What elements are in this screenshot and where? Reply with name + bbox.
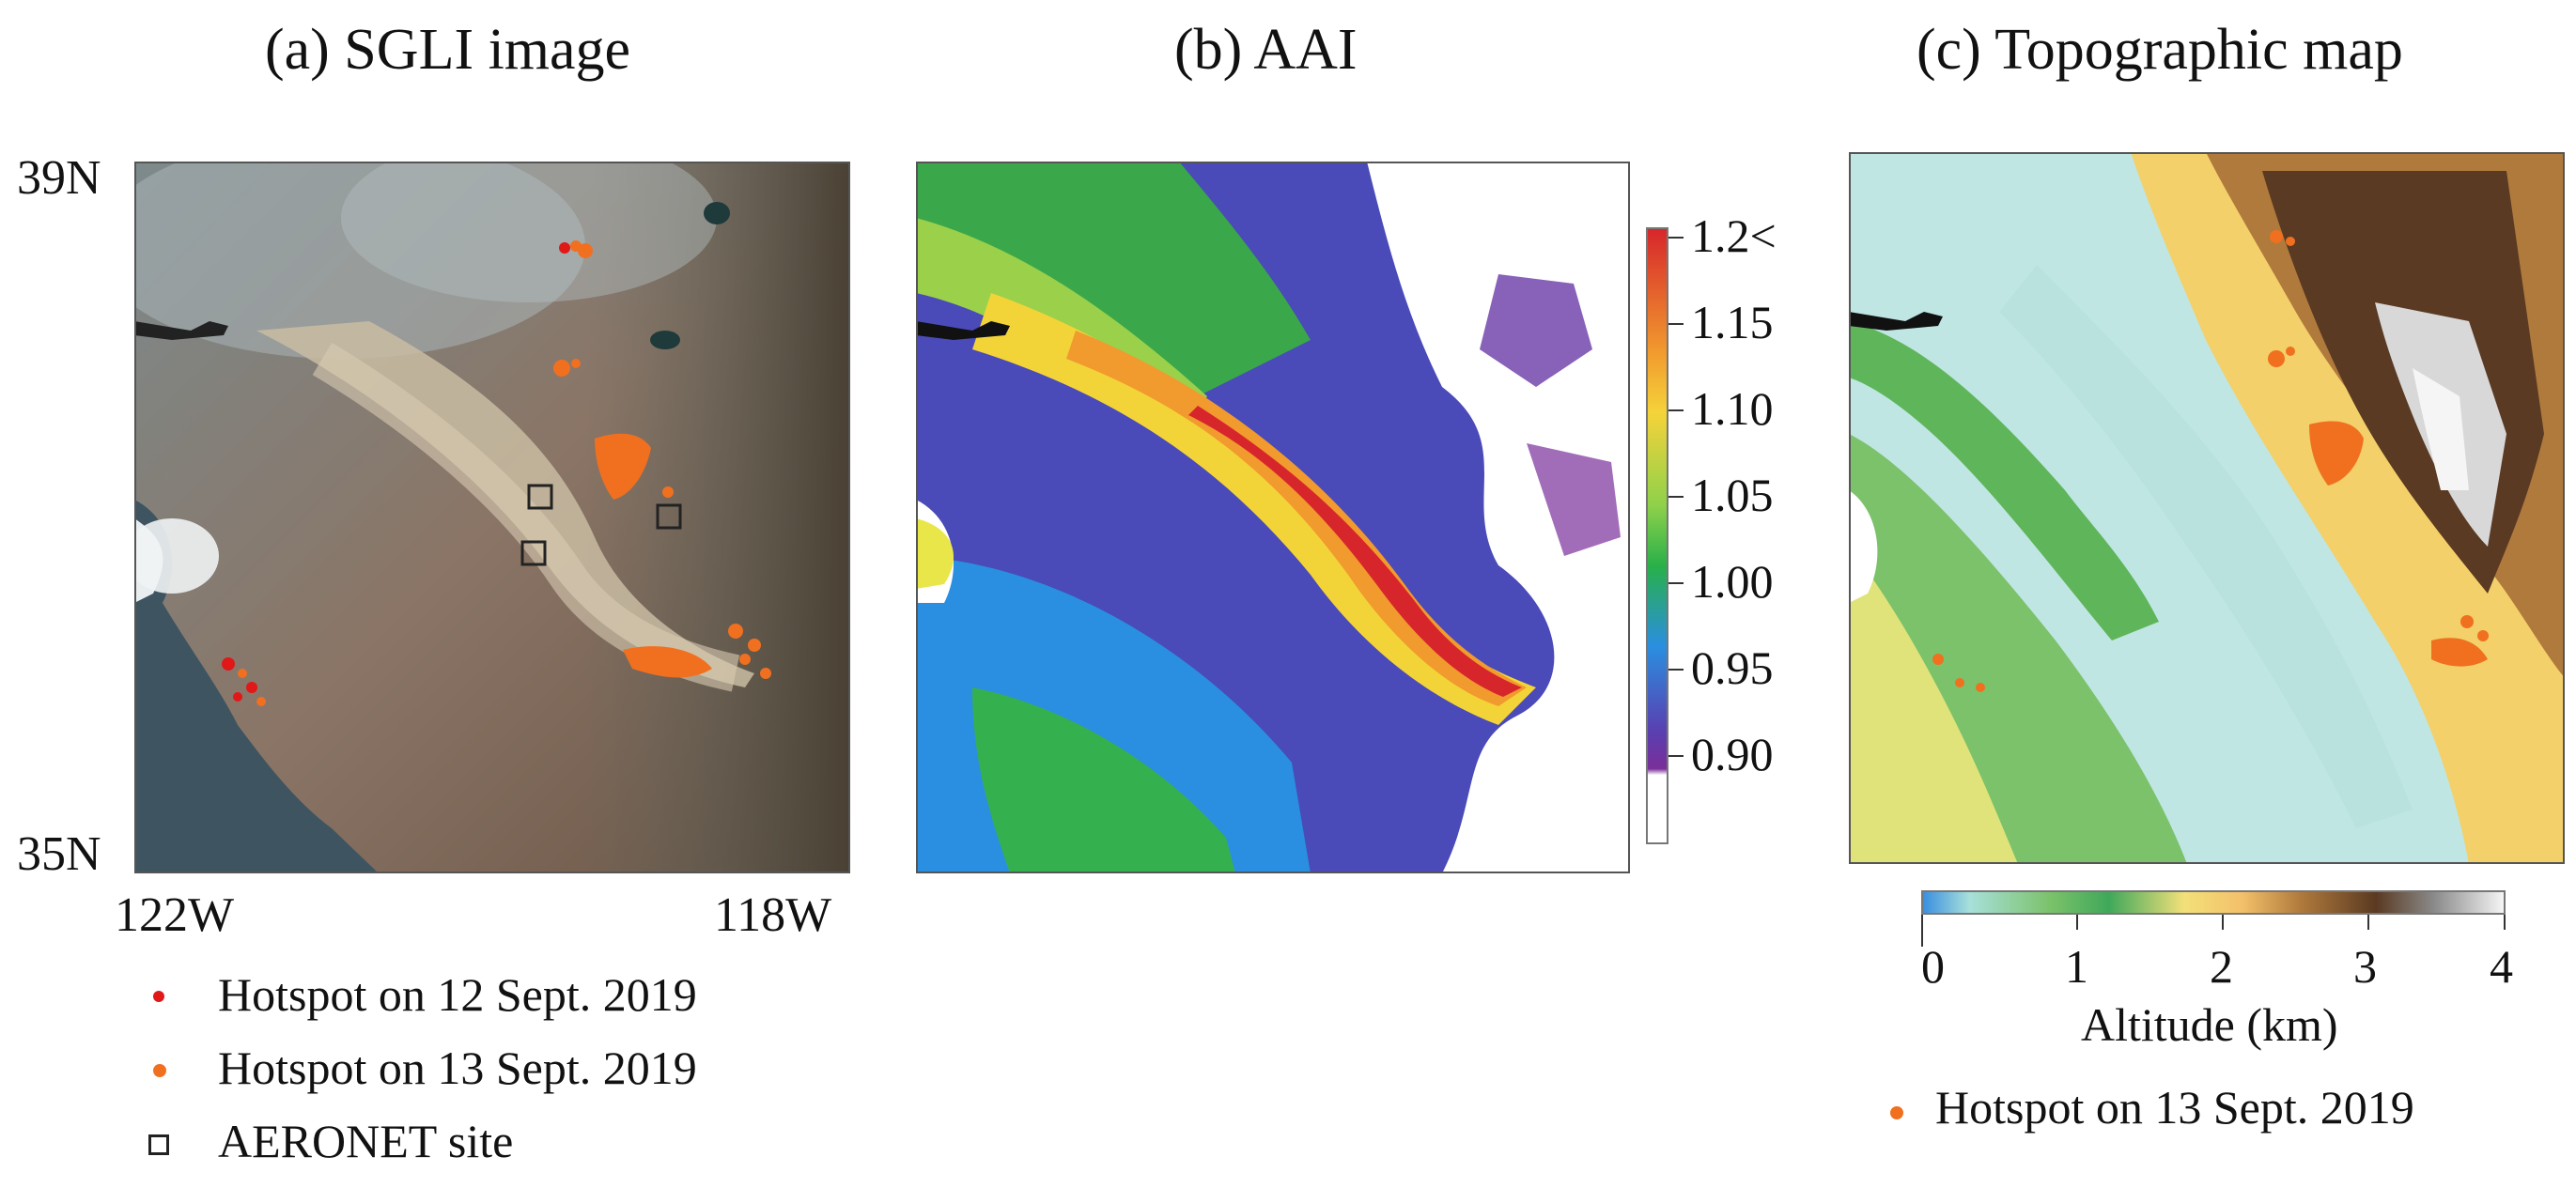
hotspot-13-marker-icon <box>1890 1106 1903 1119</box>
aai-tick-label: 0.95 <box>1691 641 1774 694</box>
lat-bottom-label: 35N <box>17 827 101 881</box>
lon-right-label: 118W <box>714 888 832 942</box>
topo-tick-label: 3 <box>2353 940 2377 993</box>
legend-c-hotspot-13-label: Hotspot on 13 Sept. 2019 <box>1935 1081 2414 1134</box>
aai-tick-label: 1.10 <box>1691 382 1774 435</box>
topographic-map <box>1849 152 2565 864</box>
panel-b-title: (b) AAI <box>1174 18 1358 82</box>
aai-tick-label: 0.90 <box>1691 728 1774 780</box>
panel-a-title: (a) SGLI image <box>265 18 631 82</box>
legend-aeronet-label: AERONET site <box>218 1115 514 1167</box>
lat-top-label: 39N <box>17 151 101 205</box>
topo-tick-label: 4 <box>2490 940 2513 993</box>
panel-c-title: (c) Topographic map <box>1916 18 2403 82</box>
panel-c-frame <box>1849 152 2565 864</box>
panel-b-frame <box>916 162 1630 873</box>
panel-a-frame <box>134 162 850 873</box>
topo-tick-label: 0 <box>1921 940 1945 993</box>
topo-colorbar-label: Altitude (km) <box>2081 998 2338 1051</box>
legend-hotspot-13-label: Hotspot on 13 Sept. 2019 <box>218 1041 697 1094</box>
aai-tick-label: 1.15 <box>1691 296 1774 348</box>
aai-tick-label: 1.00 <box>1691 555 1774 608</box>
topo-colorbar <box>1921 890 2506 915</box>
aeronet-marker-icon <box>148 1134 169 1155</box>
hotspot-12-marker-icon <box>153 991 164 1002</box>
lon-left-label: 122W <box>115 888 235 942</box>
topo-tick-label: 2 <box>2210 940 2233 993</box>
hotspot-13-marker-icon <box>153 1064 166 1077</box>
aai-colorbar <box>1646 227 1668 844</box>
aai-tick-label: 1.05 <box>1691 469 1774 521</box>
aai-tick-label: 1.2< <box>1691 209 1777 262</box>
topo-tick-label: 1 <box>2065 940 2088 993</box>
aai-map <box>916 162 1630 873</box>
sgli-image-map <box>134 162 850 873</box>
legend-hotspot-12-label: Hotspot on 12 Sept. 2019 <box>218 968 697 1021</box>
